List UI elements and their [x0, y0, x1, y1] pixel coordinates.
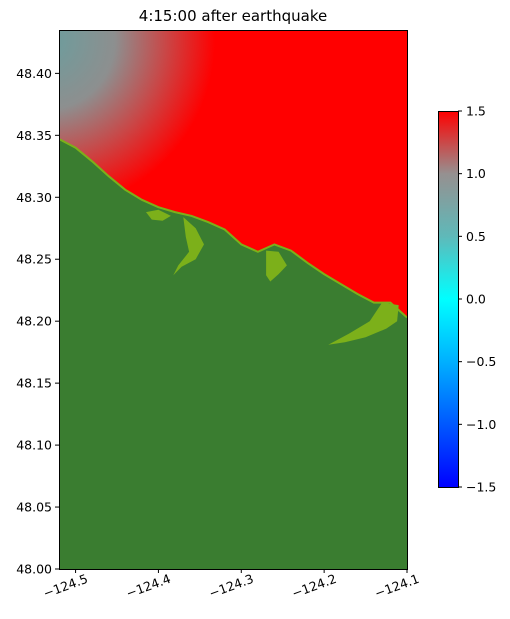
y-tick-label: 48.25	[16, 252, 52, 267]
colorbar: −1.5 −1.0 −0.5 0.0 0.5 1.0 1.5	[438, 104, 496, 495]
colorbar-tick-label: −1.0	[466, 417, 496, 432]
colorbar-tick-label: 1.5	[466, 104, 486, 119]
y-tick-label: 48.05	[16, 500, 52, 515]
inundation-area-4	[328, 302, 399, 345]
inundation-areas	[146, 209, 399, 345]
inundation-area-1	[146, 209, 171, 221]
colorbar-ticks: −1.5 −1.0 −0.5 0.0 0.5 1.0 1.5	[458, 104, 496, 495]
x-tick-label: −124.3	[207, 571, 256, 601]
plot-area	[59, 30, 407, 569]
x-axis: −124.5 −124.4 −124.3 −124.2 −124.1	[41, 569, 421, 601]
y-tick-label: 48.30	[16, 190, 52, 205]
land-region	[59, 139, 407, 569]
plot-frame	[59, 30, 408, 570]
y-tick-label: 48.10	[16, 438, 52, 453]
x-tick-label: −124.4	[124, 571, 173, 601]
shoreline-inundation-band	[59, 138, 407, 319]
colorbar-gradient	[438, 111, 458, 487]
inundation-area-2	[173, 217, 204, 276]
chart-title: 4:15:00 after earthquake	[139, 7, 327, 25]
y-tick-label: 48.00	[16, 562, 52, 577]
x-tick-label: −124.2	[290, 571, 339, 601]
colorbar-tick-label: 0.0	[466, 292, 486, 307]
colorbar-tick-label: −0.5	[466, 354, 496, 369]
y-tick-label: 48.20	[16, 314, 52, 329]
colorbar-tick-label: −1.5	[466, 480, 496, 495]
y-tick-label: 48.35	[16, 128, 52, 143]
x-tick-label: −124.1	[373, 571, 422, 601]
y-axis: 48.00 48.05 48.10 48.15 48.20 48.25 48.30 48.35…	[16, 66, 59, 577]
y-tick-label: 48.15	[16, 376, 52, 391]
y-tick-label: 48.40	[16, 66, 52, 81]
inundation-area-3	[266, 250, 287, 291]
colorbar-tick-label: 1.0	[466, 166, 486, 181]
colorbar-tick-label: 0.5	[466, 229, 486, 244]
